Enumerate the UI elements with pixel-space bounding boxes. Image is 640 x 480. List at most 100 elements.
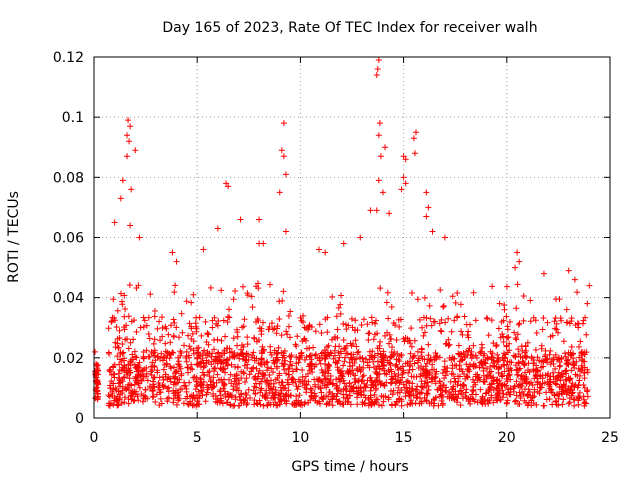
- data-point: [165, 384, 172, 391]
- data-point: [251, 397, 258, 404]
- data-point: [212, 364, 219, 371]
- data-point: [194, 401, 201, 408]
- data-point: [252, 390, 259, 397]
- data-point: [387, 366, 394, 373]
- data-point: [482, 359, 489, 366]
- data-point: [151, 308, 158, 315]
- data-point: [494, 397, 501, 404]
- data-point: [124, 384, 131, 391]
- data-point: [293, 366, 300, 373]
- data-point: [503, 283, 510, 290]
- data-point: [368, 377, 375, 384]
- data-point: [293, 353, 300, 360]
- data-point: [276, 379, 283, 386]
- data-point: [218, 397, 225, 404]
- data-point: [112, 344, 119, 351]
- data-point: [412, 400, 419, 407]
- data-point: [498, 318, 505, 325]
- data-point: [308, 360, 315, 367]
- data-point: [388, 349, 395, 356]
- x-tick-label: 10: [291, 430, 309, 446]
- data-point: [358, 391, 365, 398]
- data-point: [495, 325, 502, 332]
- data-point: [375, 132, 382, 139]
- data-point: [448, 370, 455, 377]
- data-point: [577, 368, 584, 375]
- data-point: [127, 339, 134, 346]
- data-point: [518, 373, 525, 379]
- data-point: [197, 360, 204, 367]
- data-point: [352, 317, 359, 324]
- data-point: [451, 375, 458, 382]
- data-point: [323, 401, 330, 408]
- data-point: [584, 300, 591, 307]
- data-point: [404, 401, 411, 408]
- data-point: [464, 373, 471, 380]
- data-point: [428, 322, 435, 329]
- data-point: [583, 388, 590, 395]
- data-point: [511, 329, 518, 336]
- data-point: [135, 282, 142, 289]
- data-point: [481, 396, 488, 403]
- data-point: [191, 374, 198, 381]
- data-point: [446, 389, 453, 396]
- data-point: [576, 354, 583, 361]
- data-point: [230, 383, 237, 390]
- data-point: [324, 375, 331, 382]
- data-point: [531, 386, 538, 393]
- data-point: [478, 341, 485, 348]
- data-point: [195, 352, 202, 359]
- data-point: [370, 358, 377, 365]
- data-point: [244, 400, 251, 407]
- data-point: [281, 361, 288, 368]
- data-point: [167, 378, 174, 385]
- data-point: [132, 375, 139, 382]
- data-point: [451, 396, 458, 403]
- data-point: [157, 395, 164, 402]
- data-point: [353, 390, 360, 397]
- data-point: [481, 378, 488, 385]
- data-point: [282, 393, 289, 400]
- data-point: [116, 361, 123, 368]
- data-point: [367, 392, 374, 399]
- data-point: [300, 336, 307, 343]
- data-point: [434, 386, 441, 393]
- data-point: [515, 367, 522, 374]
- data-point: [465, 328, 472, 335]
- data-point: [140, 324, 147, 331]
- data-point: [406, 385, 413, 392]
- data-point: [189, 330, 196, 337]
- data-point: [286, 353, 293, 360]
- data-point: [199, 350, 206, 357]
- data-point: [280, 153, 287, 160]
- data-point: [425, 341, 432, 348]
- data-point: [395, 366, 402, 373]
- data-point: [464, 374, 471, 381]
- data-point: [258, 347, 265, 354]
- data-point: [248, 293, 255, 300]
- x-tick-label: 25: [601, 430, 619, 446]
- data-point: [471, 379, 478, 386]
- data-point: [461, 313, 468, 320]
- data-point: [507, 376, 514, 383]
- data-point: [536, 390, 543, 397]
- data-point: [113, 323, 120, 330]
- data-point: [173, 324, 180, 331]
- data-point: [203, 391, 210, 398]
- data-point: [539, 375, 546, 382]
- data-point: [125, 117, 132, 124]
- data-point: [526, 369, 533, 376]
- data-point: [282, 357, 289, 364]
- data-point: [414, 391, 421, 398]
- data-point: [184, 393, 191, 400]
- data-point: [408, 343, 415, 350]
- data-point: [192, 320, 199, 327]
- data-point: [94, 378, 101, 385]
- data-point: [376, 120, 383, 127]
- data-point: [125, 345, 132, 352]
- data-point: [236, 380, 243, 387]
- data-point: [519, 347, 526, 354]
- data-point: [449, 293, 456, 300]
- data-point: [286, 361, 293, 368]
- data-point: [253, 318, 260, 325]
